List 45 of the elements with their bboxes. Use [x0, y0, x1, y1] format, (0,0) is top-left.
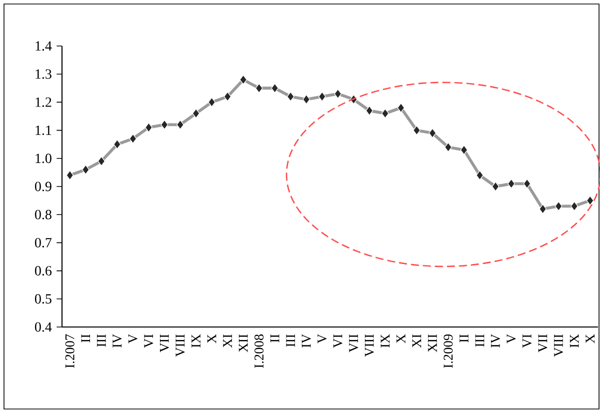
x-tick-label: III [475, 334, 484, 347]
x-tick-label: VIII [364, 334, 374, 357]
y-tick-label: 1.3 [36, 69, 52, 79]
x-tick-label: V [128, 334, 138, 344]
x-tick-label: VIII [554, 334, 564, 357]
x-tick-label: I.2008 [254, 334, 264, 368]
x-tick-label: II [81, 334, 90, 342]
x-tick-label: XII [428, 334, 437, 352]
x-tick-label: V [506, 334, 516, 344]
x-tick-label: VII [538, 334, 548, 352]
x-tick-label: I.2009 [444, 334, 453, 368]
x-tick-label: IV [112, 334, 122, 348]
x-tick-label: III [286, 334, 295, 347]
x-tick-label: VI [333, 334, 342, 348]
y-tick-label: 0.4 [34, 322, 52, 332]
x-tick-label: VII [349, 334, 358, 352]
x-tick-label: IV [302, 334, 311, 348]
y-tick-label: 1.0 [36, 154, 52, 164]
x-tick-label: I.2007 [65, 334, 74, 368]
x-tick-label: VII [160, 334, 169, 352]
x-tick-label: X [396, 334, 406, 344]
x-tick-label: II [460, 334, 468, 342]
x-tick-label: III [97, 334, 106, 347]
y-tick-label: 0.5 [34, 294, 52, 304]
x-tick-label: VI [144, 334, 154, 348]
y-tick-label: 1.4 [36, 41, 52, 51]
x-tick-label: VI [522, 334, 532, 348]
y-tick-label: 0.6 [34, 266, 52, 276]
x-tick-label: XI [223, 334, 232, 348]
y-tick-label: 1.1 [36, 126, 52, 136]
x-tick-label: X [586, 334, 594, 344]
y-tick-label: 0.7 [34, 238, 52, 248]
x-tick-label: IX [380, 334, 390, 348]
x-tick-label: IX [570, 334, 579, 348]
x-tick-label: II [270, 334, 280, 342]
x-tick-label: X [207, 334, 216, 344]
y-tick-label: 1.2 [36, 97, 52, 107]
x-tick-label: V [318, 334, 327, 344]
x-tick-label: VIII [176, 334, 185, 357]
y-tick-label: 0.8 [34, 210, 52, 220]
x-tick-label: XI [412, 334, 422, 348]
x-tick-label: IX [192, 334, 200, 348]
y-tick-label: 0.9 [34, 182, 52, 192]
x-tick-label: XII [238, 334, 248, 352]
x-tick-label: IV [491, 334, 500, 348]
